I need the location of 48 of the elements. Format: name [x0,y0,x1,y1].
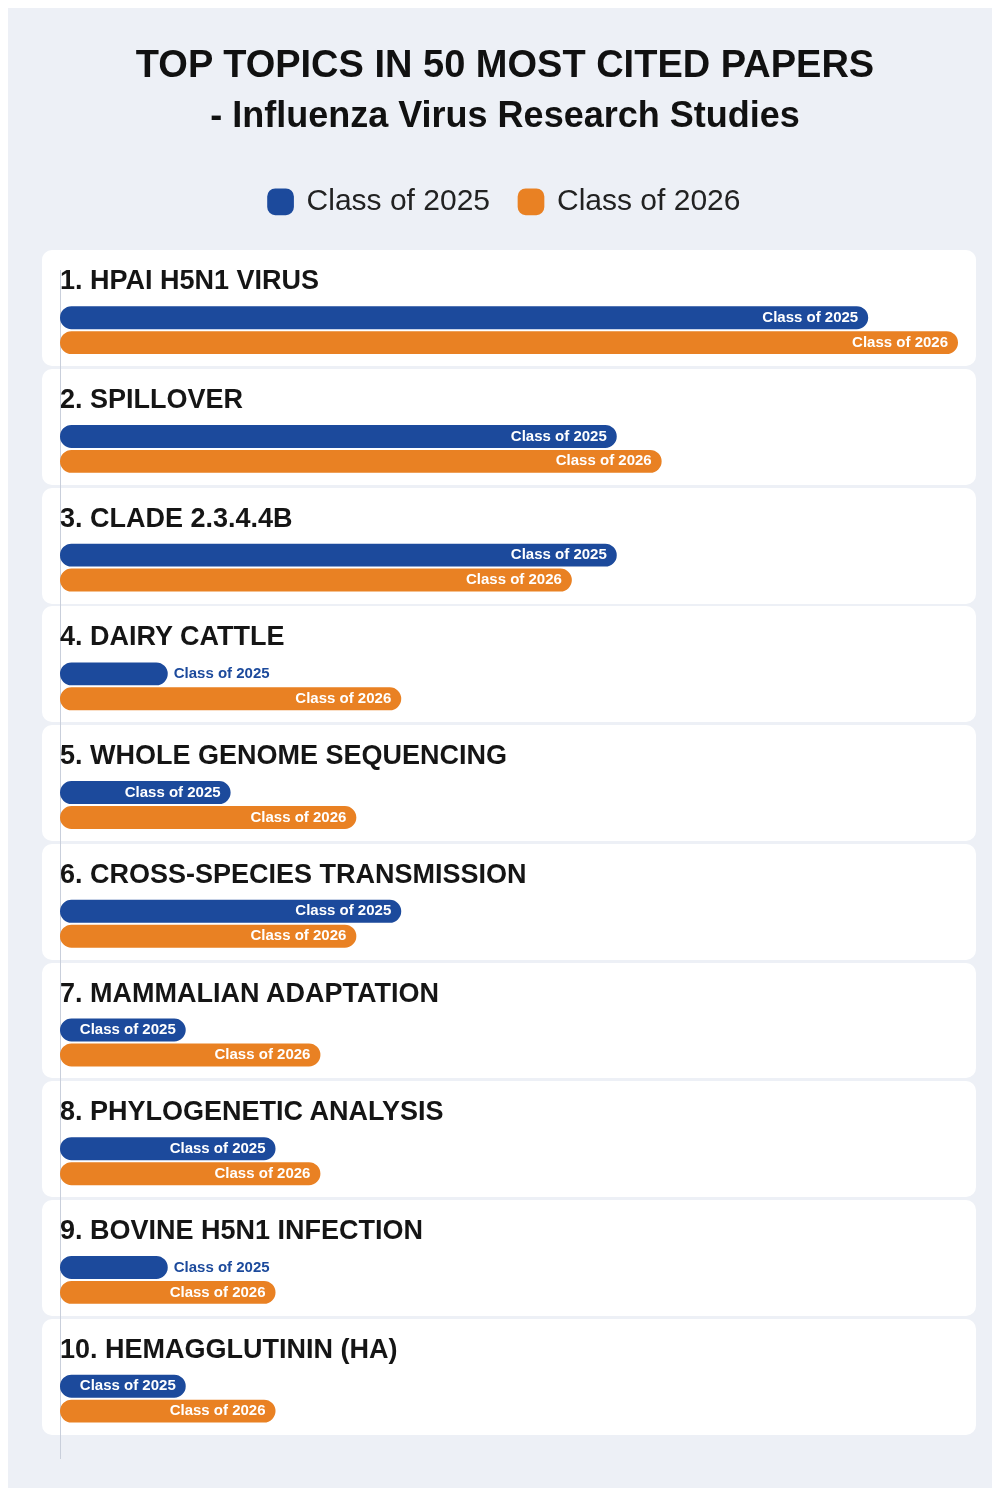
text: Class of 2026 [250,926,347,944]
y-tick-label: 4. DAIRY CATTLE [60,621,285,652]
bar [60,924,357,948]
text: Class of 2025 [510,545,607,563]
text: Class of 2025 [762,307,859,325]
bar [60,449,662,473]
text: Class of 2026 [214,1163,311,1181]
text: Class of 2025 [79,1376,176,1394]
bar [60,568,572,592]
text: Class of 2025 [124,782,221,800]
text: Class of 2025 [173,663,270,681]
legend-label: Class of 2026 [557,183,741,217]
text: Class of 2025 [173,1257,270,1275]
y-tick-label: 9. BOVINE H5N1 INFECTION [60,1214,424,1245]
bar [60,331,958,355]
text: Class of 2026 [295,688,392,706]
text: Class of 2025 [510,426,607,444]
bar [60,543,617,567]
bar [60,424,617,448]
chart-subtitle: - Influenza Virus Research Studies [210,94,800,136]
chart-title: TOP TOPICS IN 50 MOST CITED PAPERS [135,43,875,86]
y-tick-label: 1. HPAI H5N1 VIRUS [60,265,320,296]
bar [60,806,357,829]
text: Class of 2026 [214,1045,311,1063]
text: Class of 2026 [852,332,948,350]
bar [60,687,402,711]
bar [60,1162,321,1186]
bar [60,899,402,923]
y-tick-label: 6. CROSS-SPECIES TRANSMISSION [60,858,527,889]
bar [60,306,869,330]
text: Class of 2025 [169,1138,266,1156]
text: Class of 2026 [555,451,652,469]
text: Class of 2026 [169,1282,266,1300]
y-tick-label: 10. HEMAGGLUTININ (HA) [60,1333,398,1364]
text: Class of 2025 [295,901,392,919]
text: Class of 2026 [169,1401,266,1419]
text: Class of 2025 [79,1020,176,1038]
y-tick-label: 3. CLADE 2.3.4.4B [60,502,293,533]
legend-label: Class of 2025 [306,183,491,217]
y-tick-label: 2. SPILLOVER [60,383,244,414]
bar [60,1043,321,1067]
bar [60,1255,168,1279]
text: Class of 2026 [250,807,347,825]
y-tick-label: 8. PHYLOGENETIC ANALYSIS [60,1096,444,1127]
bar [60,662,168,686]
text: Class of 2026 [465,570,562,588]
y-tick-label: 5. WHOLE GENOME SEQUENCING [60,740,508,771]
y-tick-label: 7. MAMMALIAN ADAPTATION [60,977,439,1008]
